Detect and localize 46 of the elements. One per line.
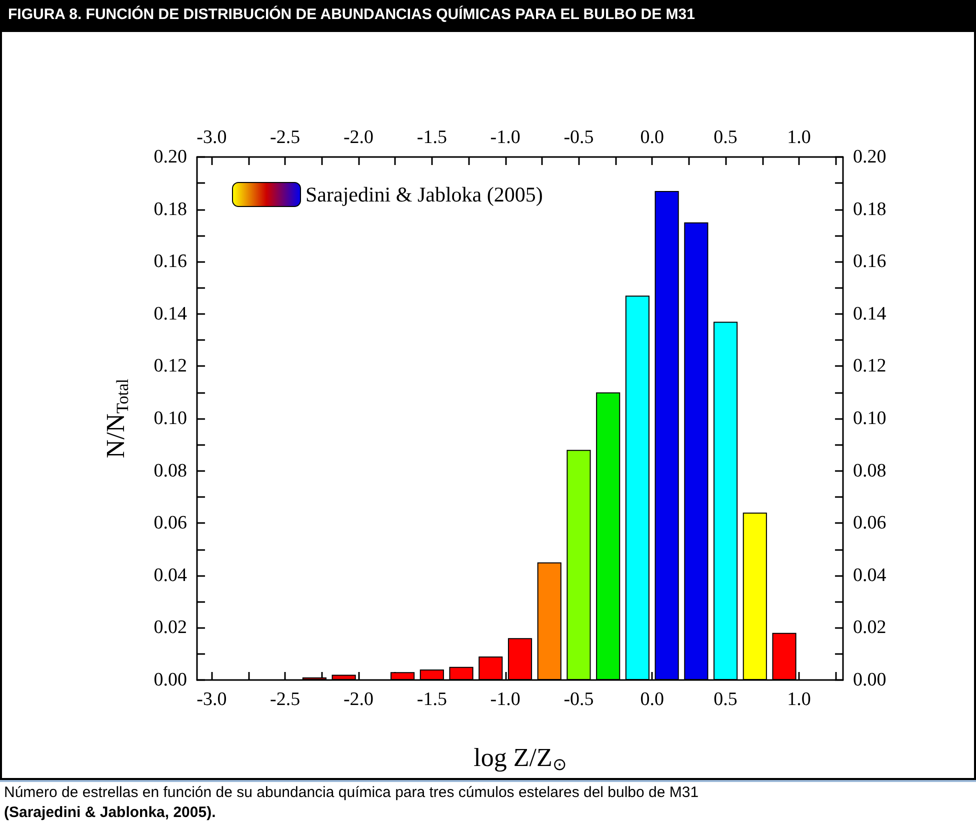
x-tick-label: -2.0 [343, 689, 374, 710]
y2-tick-label: 0.04 [853, 564, 887, 586]
y-tick-label: 0.02 [154, 617, 187, 638]
chart-title: FIGURA 8. FUNCIÓN DE DISTRIBUCIÓN DE ABUNDANCIAS QUÍMICAS PARA EL BULBO DE M31 [0, 0, 976, 30]
y2-tick-label: 0.18 [853, 198, 886, 220]
y2-tick-label: 0.12 [853, 356, 886, 377]
y2-tick-label: 0.10 [853, 408, 886, 429]
x-tick-label: -0.5 [564, 689, 594, 710]
y2-tick-label: 0.20 [853, 146, 886, 168]
y-tick-label: 0.14 [154, 303, 188, 324]
x-tick-label: -1.5 [416, 689, 447, 710]
x2-tick-label: 1.0 [787, 127, 811, 148]
y-tick-label: 0.08 [154, 460, 187, 482]
x2-tick-label: -2.5 [270, 127, 300, 148]
text: (Sarajedini & Jablonka, 2005). [4, 803, 217, 822]
y2-tick-label: 0.00 [853, 670, 886, 690]
x-tick-label: 1.0 [787, 689, 811, 710]
y2-tick-label: 0.02 [853, 617, 886, 638]
y2-tick-label: 0.06 [853, 512, 886, 534]
x-tick-label: -1.0 [490, 689, 520, 710]
y-tick-label: 0.20 [154, 146, 187, 168]
x-tick-label: -2.5 [270, 689, 300, 710]
x2-tick-label: 0.0 [640, 127, 664, 148]
y-tick-label: 0.16 [154, 251, 187, 272]
x-axis-title: log Z/Z⊙ [474, 743, 566, 774]
y-axis-title: N/NTotal [101, 378, 132, 458]
x2-tick-label: 0.5 [714, 127, 738, 148]
y-tick-label: 0.04 [154, 564, 188, 586]
x-tick-label: 0.5 [714, 689, 738, 710]
y2-tick-label: 0.14 [853, 303, 887, 324]
x2-tick-label: -1.5 [416, 127, 447, 148]
x2-tick-label: -2.0 [343, 127, 374, 148]
x2-tick-label: -0.5 [564, 127, 594, 148]
x-tick-label: -3.0 [196, 689, 227, 710]
y-tick-label: 0.06 [154, 512, 187, 534]
x2-tick-label: -1.0 [490, 127, 520, 148]
y-tick-label: 0.10 [154, 408, 187, 429]
y-tick-label: 0.00 [154, 670, 187, 690]
text: Número de estrellas en función de su abundancia química para tres cúmulos estelares del bulbo de M31 [4, 783, 700, 803]
legend-label: Sarajedini & Jabloka (2005) [306, 182, 543, 206]
y2-tick-label: 0.16 [853, 251, 886, 272]
x-tick-label: 0.0 [640, 689, 664, 710]
y-tick-label: 0.12 [154, 356, 187, 377]
y2-tick-label: 0.08 [853, 460, 886, 482]
x2-tick-label: -3.0 [196, 127, 227, 148]
y-tick-label: 0.18 [154, 198, 187, 220]
